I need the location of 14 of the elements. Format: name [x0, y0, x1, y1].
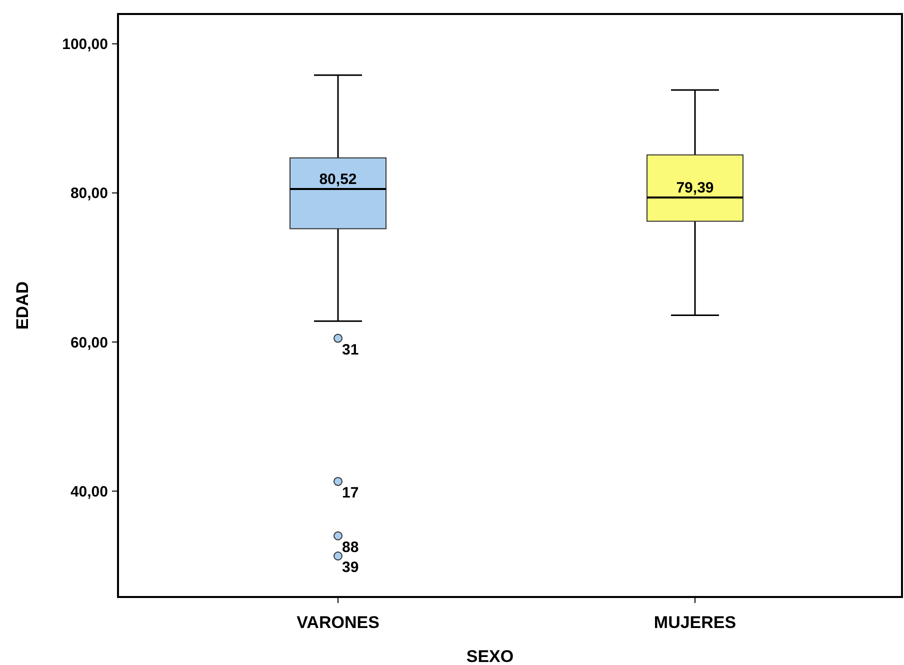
annotation: 88	[342, 538, 359, 556]
annotation: 39	[342, 558, 359, 576]
x-axis-title: SEXO	[466, 647, 514, 665]
y-tick-label: 100,00	[62, 36, 108, 54]
annotation: 17	[342, 484, 359, 502]
x-tick-label: VARONES	[296, 613, 380, 632]
text: 80,52	[319, 171, 357, 188]
annotation: 31	[342, 341, 359, 358]
text: 79,39	[676, 179, 714, 196]
y-tick-label: 60,00	[70, 334, 108, 352]
x-tick-label: MUJERES	[654, 613, 736, 632]
y-tick-label: 80,00	[70, 185, 108, 202]
y-axis-title: EDAD	[13, 281, 32, 330]
y-tick-label: 40,00	[70, 483, 108, 500]
